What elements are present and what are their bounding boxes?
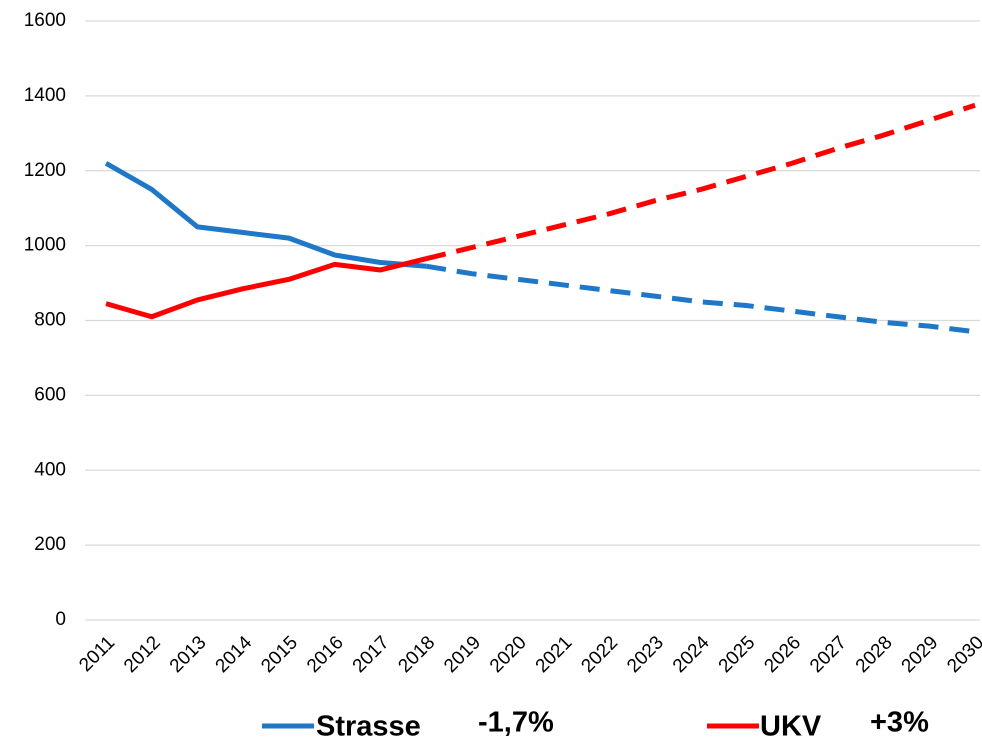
legend-growth: +3% (870, 707, 929, 739)
y-tick-label: 600 (34, 384, 66, 405)
x-tick-label: 2022 (577, 632, 622, 677)
x-tick-label: 2027 (806, 632, 851, 677)
x-tick-label: 2016 (303, 632, 348, 677)
y-tick-label: 1000 (24, 235, 66, 256)
y-tick-label: 1400 (24, 85, 66, 106)
x-tick-label: 2011 (75, 632, 119, 676)
x-tick-label: 2019 (440, 632, 485, 677)
x-tick-label: 2018 (394, 632, 439, 677)
series-line (104, 161, 427, 269)
legend-label: UKV (760, 711, 822, 741)
forecast-line (425, 102, 976, 262)
x-tick-label: 2025 (715, 632, 760, 677)
series-line (105, 256, 427, 320)
x-tick-label: 2023 (623, 632, 668, 677)
legend-growth: -1,7% (478, 707, 554, 739)
x-tick-label: 2012 (120, 632, 165, 677)
y-tick-label: 1600 (24, 10, 66, 31)
legend-label: Strasse (316, 711, 421, 741)
y-tick-label: 1200 (24, 160, 66, 181)
x-tick-label: 2015 (257, 632, 302, 677)
x-tick-label: 2029 (898, 632, 943, 677)
x-tick-label: 2013 (166, 632, 211, 677)
x-tick-label: 2024 (669, 632, 714, 677)
y-tick-label: 800 (34, 310, 66, 331)
y-tick-label: 200 (34, 534, 66, 555)
x-tick-label: 2021 (532, 632, 577, 677)
y-tick-label: 400 (34, 459, 66, 480)
y-tick-label: 0 (55, 609, 66, 630)
x-tick-label: 2017 (349, 632, 394, 677)
x-tick-label: 2014 (212, 632, 257, 677)
x-tick-label: 2020 (486, 632, 531, 677)
x-tick-label: 2026 (760, 632, 805, 677)
x-tick-label: 2028 (852, 632, 897, 677)
x-tick-label: 2030 (943, 632, 982, 677)
forecast-line (425, 263, 976, 335)
